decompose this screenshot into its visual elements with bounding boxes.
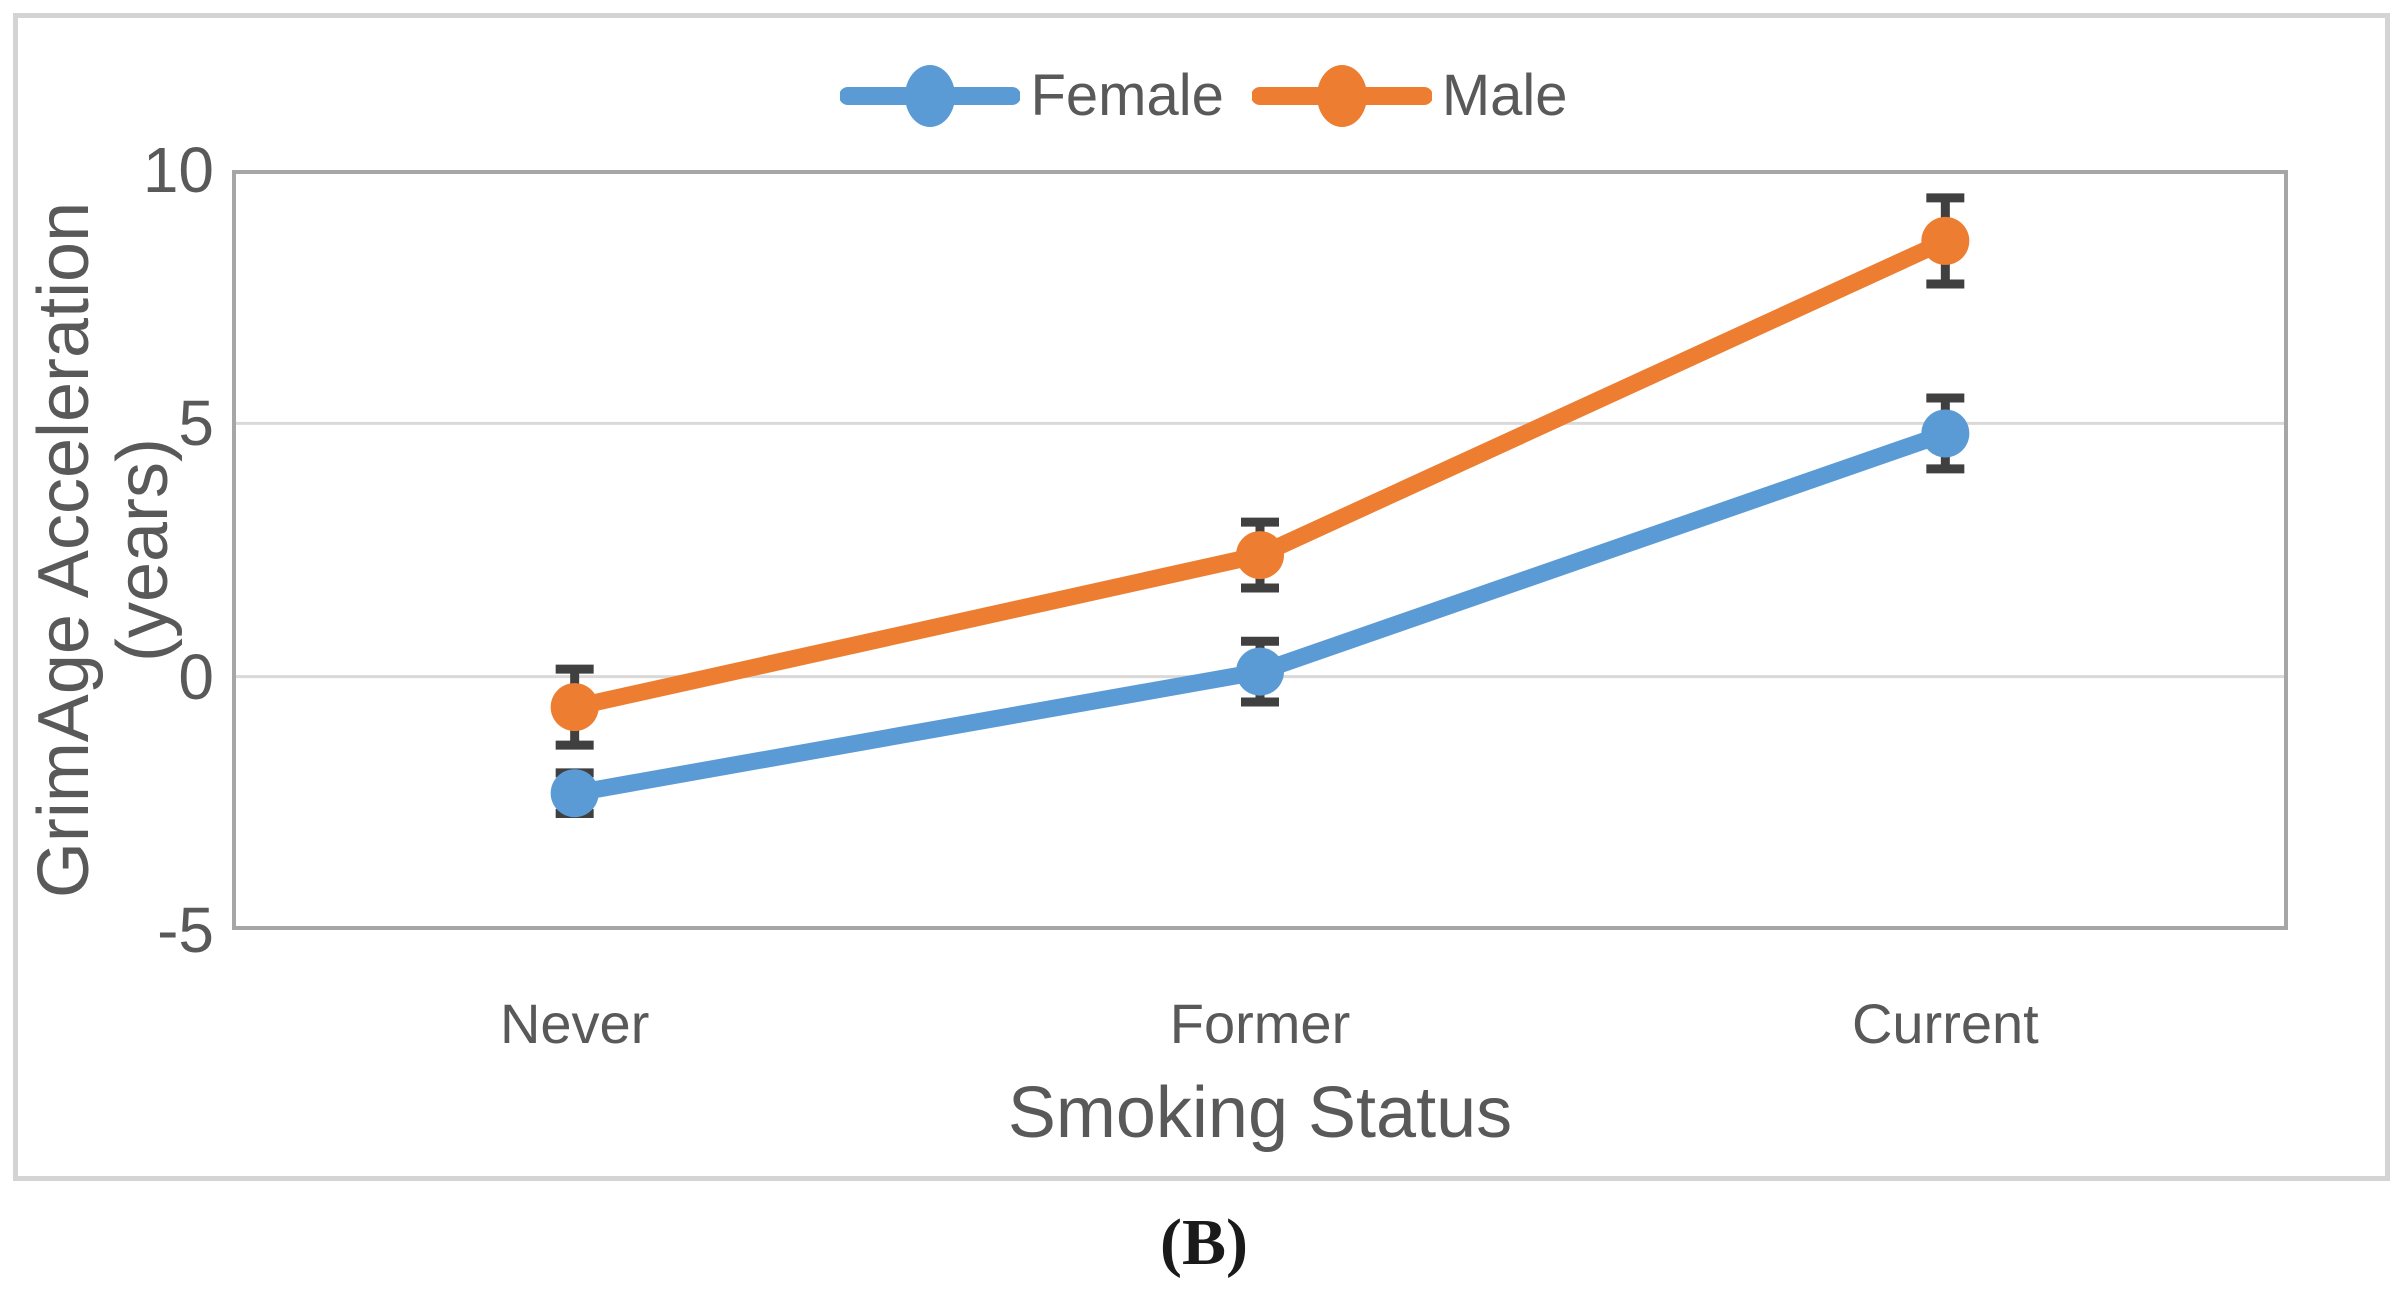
legend-item-male: Male [1251, 63, 1568, 128]
x-category-label-former: Former [1169, 992, 1351, 1055]
y-tick-label-10: 10 [142, 134, 214, 206]
legend-label-male: Male [1441, 63, 1568, 128]
legend-marker-male-icon [1251, 65, 1432, 127]
data-point-female-never [550, 769, 599, 818]
plot-area [232, 170, 2288, 930]
y-axis-title: GrimAge Acceleration (years) [23, 201, 183, 899]
y-tick-label-0: 0 [178, 640, 214, 713]
x-axis-title: Smoking Status [1007, 1073, 1513, 1153]
data-point-male-former [1236, 531, 1284, 580]
x-category-label-current: Current [1851, 992, 2039, 1055]
data-point-male-never [550, 683, 599, 732]
data-point-male-current [1921, 216, 1970, 265]
data-point-female-current [1921, 409, 1970, 458]
data-point-female-former [1236, 647, 1284, 696]
y-axis-title-line2: (years) [103, 438, 183, 663]
legend-marker-female-icon [840, 65, 1021, 127]
x-category-label-never: Never [499, 992, 650, 1055]
y-axis-title-line1: GrimAge Acceleration [23, 201, 104, 899]
legend-item-female: Female [840, 63, 1224, 128]
chart-area-frame [13, 13, 2390, 1181]
plot-border [232, 170, 2288, 930]
y-tick-label-5: 5 [178, 387, 214, 460]
legend: Female Male [0, 64, 2408, 128]
y-tick-label--5: -5 [157, 894, 214, 966]
panel-caption: (B) [1160, 1206, 1248, 1279]
legend-label-female: Female [1030, 63, 1224, 128]
series-line-female [573, 425, 1949, 802]
